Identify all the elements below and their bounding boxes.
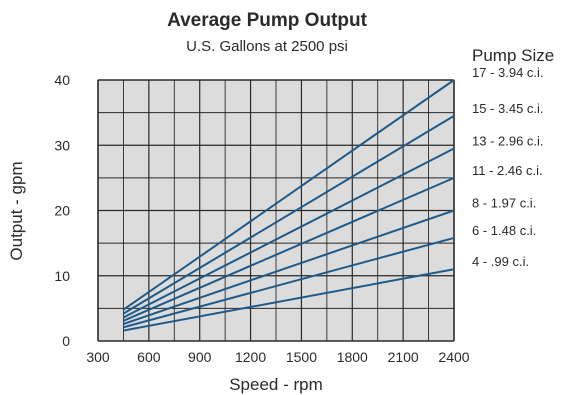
x-tick-label: 600 (137, 349, 161, 365)
y-tick-label: 40 (54, 72, 70, 88)
y-axis-label: Output - gpm (7, 161, 26, 260)
series-label: 15 - 3.45 c.i. (472, 101, 544, 116)
x-tick-label: 1800 (337, 349, 368, 365)
x-tick-label: 300 (86, 349, 110, 365)
y-tick-labels: 0 10 20 30 40 (54, 72, 70, 349)
series-label: 13 - 2.96 c.i. (472, 134, 544, 149)
x-tick-label: 2400 (438, 349, 469, 365)
chart-subtitle: U.S. Gallons at 2500 psi (186, 38, 348, 55)
series-line (122, 147, 455, 319)
y-tick-label: 30 (54, 137, 70, 153)
y-tick-label: 10 (54, 268, 70, 284)
series-line (123, 176, 455, 322)
x-tick-label: 1200 (235, 349, 266, 365)
y-tick-label: 0 (62, 333, 70, 349)
series-line (123, 268, 455, 332)
x-axis-label: Speed - rpm (229, 375, 323, 394)
y-tick-label: 20 (54, 203, 70, 219)
series-labels: 17 - 3.94 c.i. 15 - 3.45 c.i. 13 - 2.96 c.… (472, 65, 544, 269)
series-label: 4 - .99 c.i. (472, 254, 529, 269)
series-line (123, 209, 455, 325)
series-lines (122, 79, 455, 332)
series-line (123, 236, 455, 329)
series-label: 11 - 2.46 c.i. (472, 163, 543, 178)
x-tick-label: 2100 (388, 349, 419, 365)
series-label: 17 - 3.94 c.i. (472, 65, 544, 80)
series-label: 8 - 1.97 c.i. (472, 196, 536, 211)
x-tick-labels: 300 600 900 1200 1500 1800 2100 2400 (86, 349, 469, 365)
series-line (122, 115, 455, 315)
x-tick-label: 900 (188, 349, 212, 365)
chart-title: Average Pump Output (167, 10, 368, 31)
series-line (122, 79, 455, 311)
x-tick-label: 1500 (286, 349, 317, 365)
series-label: 6 - 1.48 c.i. (472, 223, 536, 238)
legend-title: Pump Size (472, 46, 554, 65)
